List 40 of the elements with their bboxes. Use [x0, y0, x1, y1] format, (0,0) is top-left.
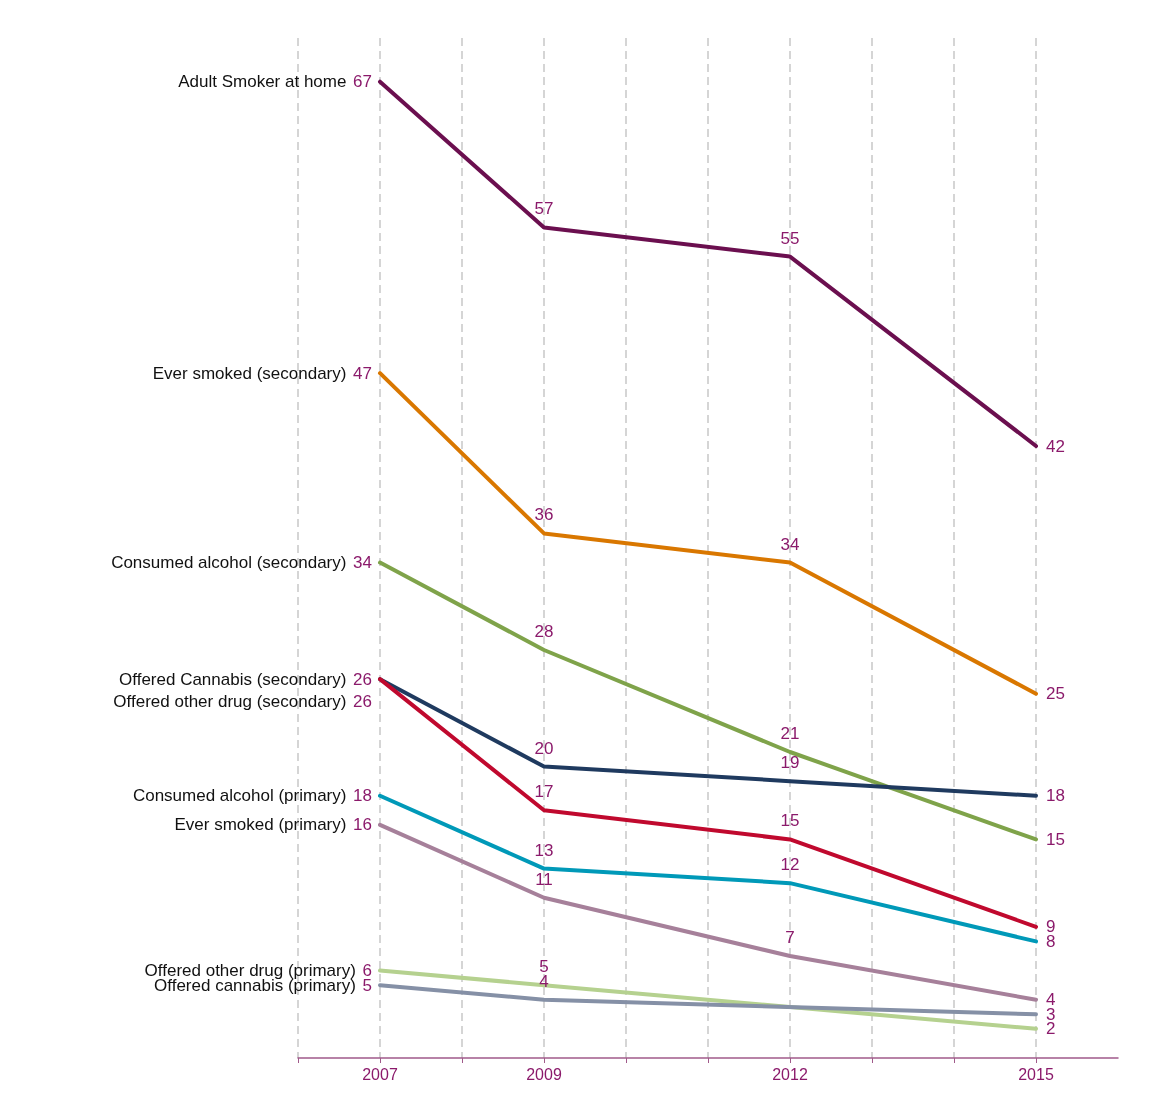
data-label: 13: [534, 840, 554, 860]
data-label: 57: [534, 199, 554, 219]
data-label: 26: [353, 669, 372, 689]
x-tick-label: 2015: [1018, 1065, 1054, 1083]
data-label: 12: [780, 855, 800, 875]
data-label: 34: [353, 553, 372, 573]
data-label: 36: [534, 505, 554, 525]
data-label: 5: [362, 975, 372, 995]
data-label: 8: [1046, 931, 1056, 951]
data-label: 20: [534, 738, 554, 758]
data-label: 34: [780, 534, 800, 554]
x-tick-label: 2007: [362, 1065, 398, 1083]
series-label: Ever smoked (secondary): [152, 363, 347, 383]
series-label: Ever smoked (primary): [174, 815, 347, 835]
data-label: 28: [534, 622, 554, 641]
data-label: 2: [1046, 1019, 1056, 1039]
data-label: 15: [1046, 829, 1065, 849]
data-label: 21: [780, 724, 800, 743]
data-label: 16: [353, 815, 372, 835]
data-label: 25: [1046, 684, 1065, 704]
data-label: 18: [1046, 786, 1065, 806]
data-label: 67: [353, 72, 372, 92]
data-label: 18: [353, 786, 372, 806]
data-label: 7: [785, 928, 795, 947]
series-label: Consumed alcohol (primary): [132, 786, 347, 806]
data-label: 42: [1046, 436, 1065, 456]
data-label: 17: [534, 782, 554, 802]
series-label: Offered Cannabis (secondary): [119, 669, 347, 689]
data-label: 15: [780, 811, 800, 831]
data-label: 11: [535, 869, 553, 889]
series-label: Consumed alcohol (secondary): [111, 553, 347, 573]
data-label: 4: [539, 971, 549, 991]
data-label: 26: [353, 691, 372, 711]
text: Offered other drug (secondary): [113, 691, 347, 711]
x-tick-label: 2012: [772, 1065, 808, 1083]
series-label: Adult Smoker at home: [178, 72, 347, 92]
data-label: 47: [353, 363, 372, 383]
data-label: 19: [780, 753, 800, 773]
x-tick-label: 2009: [526, 1065, 562, 1083]
data-label: 55: [780, 228, 800, 248]
